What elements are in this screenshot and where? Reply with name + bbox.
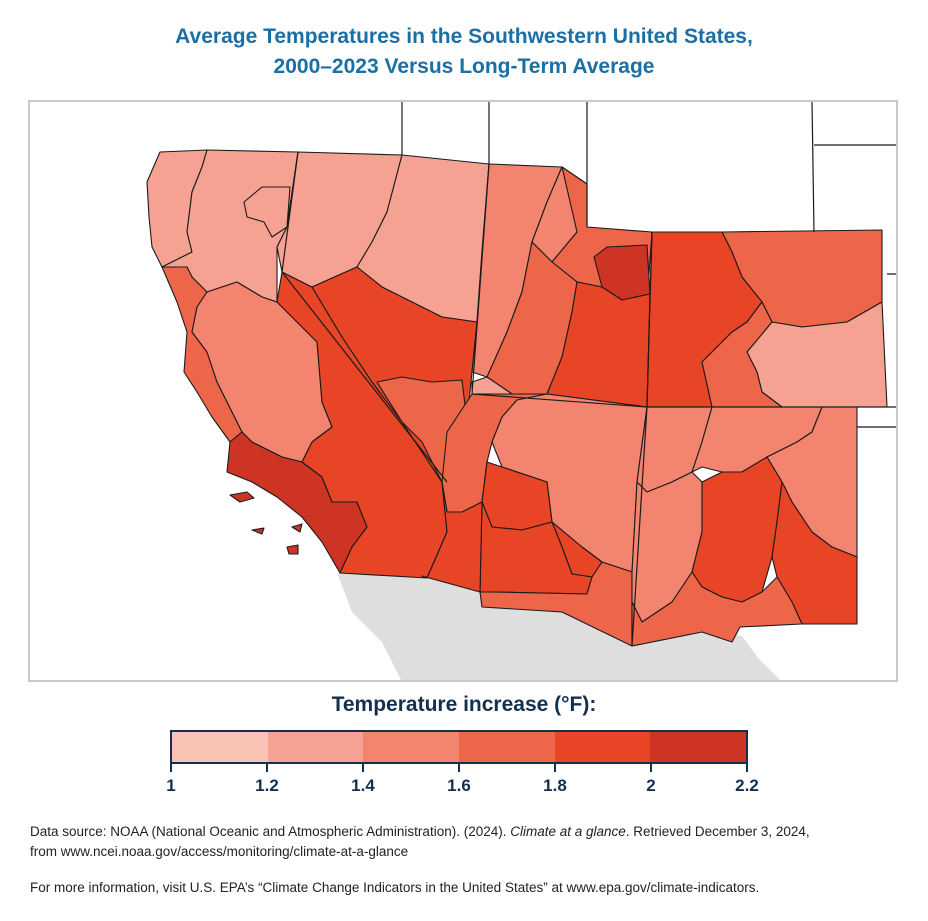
- legend-swatch-3: [363, 732, 460, 762]
- legend-tick-label: 1.8: [543, 776, 567, 795]
- source-suffix: . Retrieved December 3, 2024,: [625, 824, 810, 839]
- source-italic: Climate at a glance: [510, 824, 626, 839]
- surrounding-state-lines: [401, 102, 896, 428]
- channel-island-4: [286, 544, 299, 555]
- legend-swatch-5: [554, 732, 651, 762]
- channel-island-1: [229, 491, 255, 503]
- channel-island-3: [291, 523, 303, 533]
- legend-swatch-6: [650, 732, 747, 762]
- arizona-southeast: [479, 561, 633, 647]
- legend-tick-label: 1.6: [447, 776, 471, 795]
- chart-title: Average Temperatures in the Southwestern…: [0, 22, 928, 82]
- data-source-note: Data source: NOAA (National Oceanic and …: [30, 822, 810, 862]
- legend-tick-label: 1.4: [351, 776, 375, 795]
- legend-tick-label: 2.2: [735, 776, 759, 795]
- legend-tick-mark: [458, 764, 460, 772]
- source-line-2: from www.ncei.noaa.gov/access/monitoring…: [30, 844, 409, 859]
- legend-tick-label: 1.2: [255, 776, 279, 795]
- legend-ticks: [170, 764, 748, 774]
- legend-tick-label: 1: [166, 776, 176, 795]
- legend-tick-mark: [266, 764, 268, 772]
- newmexico-southern-desert: [631, 571, 803, 647]
- southwest-climate-division-map: [146, 102, 896, 680]
- title-line-1: Average Temperatures in the Southwestern…: [175, 25, 753, 48]
- legend-tick-mark: [362, 764, 364, 772]
- legend-swatch-2: [267, 732, 364, 762]
- newmexico-southeastern-plains: [771, 481, 858, 625]
- newmexico-central-valley: [691, 456, 783, 603]
- legend-swatch-1: [172, 732, 268, 762]
- legend-tick-label: 2: [646, 776, 656, 795]
- mexico-land: [337, 573, 780, 680]
- colorado-rio-grande: [701, 301, 783, 408]
- legend-swatch-4: [459, 732, 555, 762]
- source-prefix: Data source: NOAA (National Oceanic and …: [30, 824, 511, 839]
- california-northeast-interior: [243, 186, 291, 238]
- legend-title: Temperature increase (°F):: [331, 693, 597, 716]
- legend-tick-mark: [746, 764, 748, 772]
- more-info-note: For more information, visit U.S. EPA’s “…: [30, 880, 760, 895]
- legend-tick-mark: [650, 764, 652, 772]
- legend-tick-mark: [170, 764, 172, 772]
- map-frame: [28, 100, 898, 682]
- state-border-lines: [281, 151, 887, 647]
- legend-tick-mark: [554, 764, 556, 772]
- legend-color-bar: [170, 730, 748, 764]
- channel-island-2: [251, 527, 265, 535]
- title-line-2: 2000–2023 Versus Long-Term Average: [273, 55, 655, 78]
